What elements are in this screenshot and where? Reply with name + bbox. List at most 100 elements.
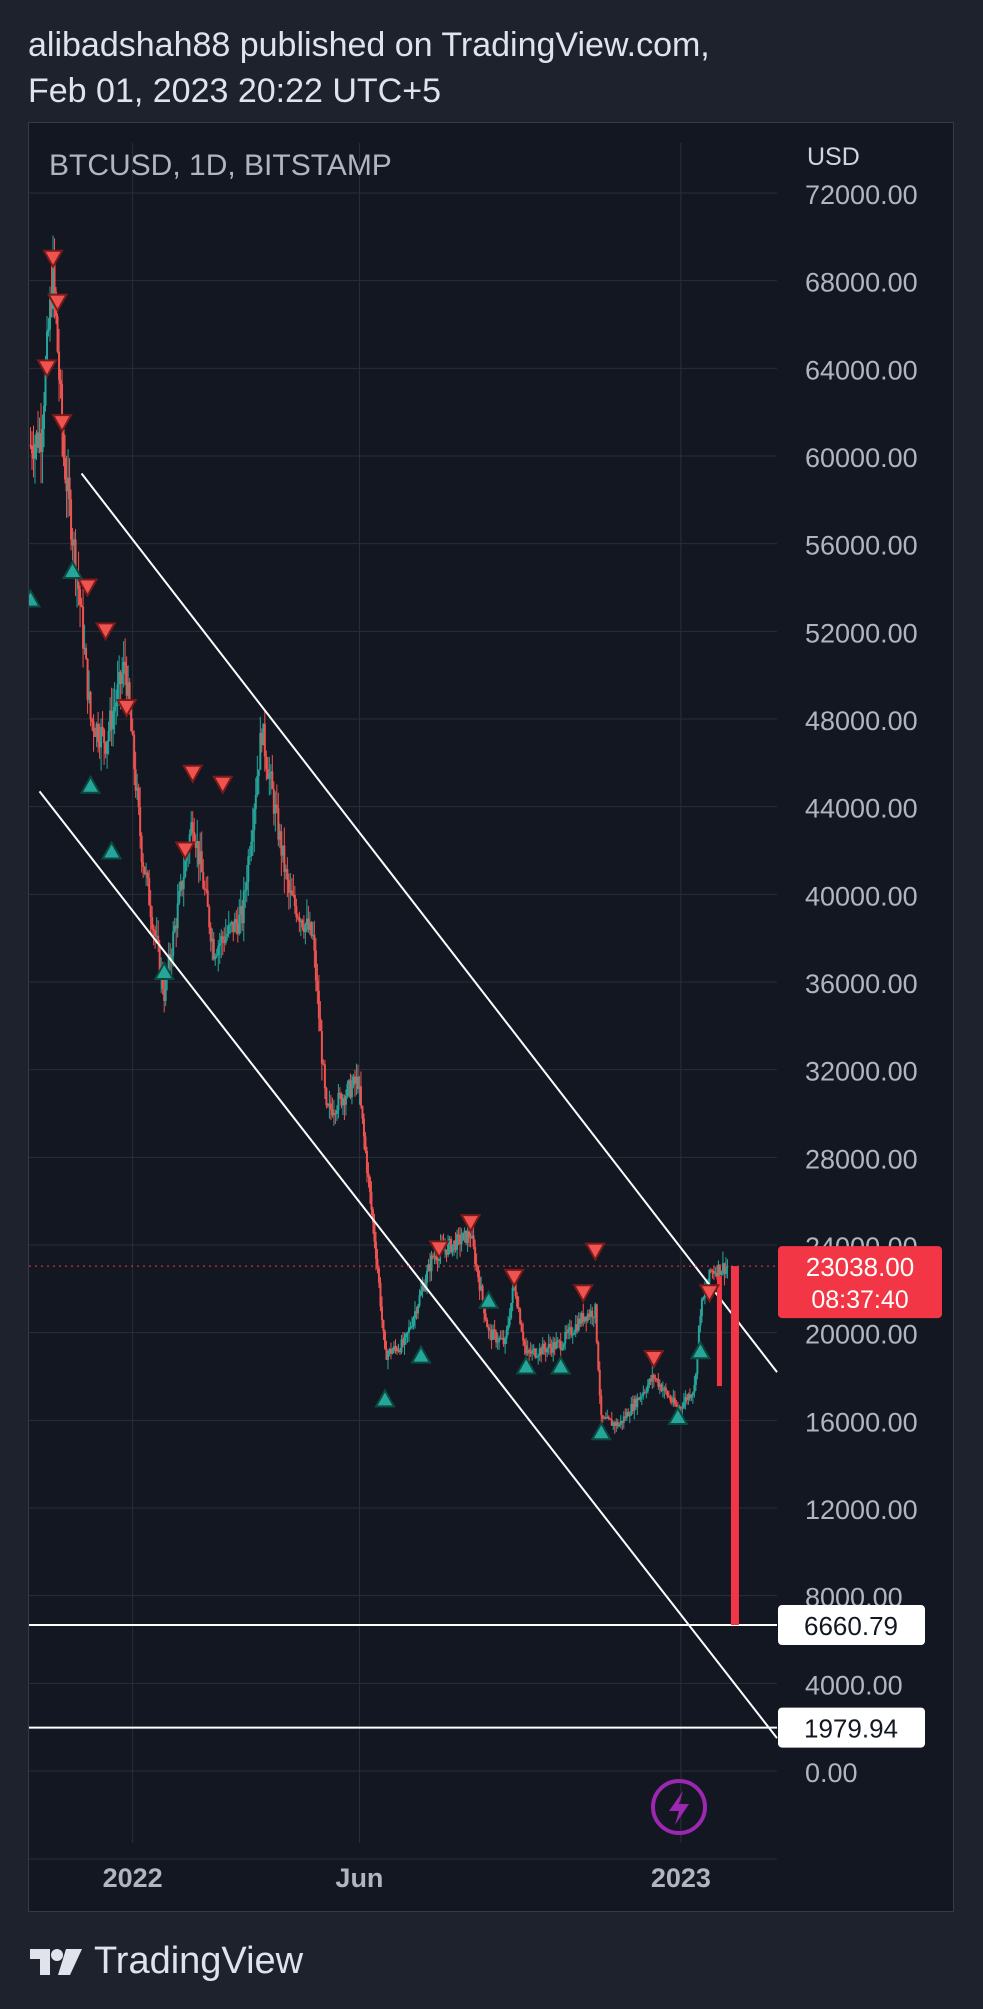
candle-body — [687, 1394, 690, 1400]
y-tick-label: 32000.00 — [805, 1057, 918, 1087]
candle-body — [340, 1094, 343, 1106]
candle-body — [352, 1076, 355, 1086]
candle-body — [691, 1392, 694, 1396]
candle-body — [397, 1350, 400, 1352]
candle-body — [151, 917, 154, 930]
last-price-label: 23038.00 — [806, 1252, 914, 1282]
candle-body — [694, 1374, 697, 1386]
candle-body — [447, 1242, 450, 1255]
candle-body — [167, 954, 170, 973]
candle-body — [365, 1150, 368, 1174]
candle-body — [708, 1269, 711, 1284]
candle-body — [92, 721, 95, 732]
candle-body — [531, 1350, 534, 1354]
y-tick-label: 60000.00 — [805, 443, 918, 473]
buy-signal-marker — [477, 1289, 500, 1309]
sell-signal-marker — [572, 1284, 594, 1304]
candle-body — [193, 831, 196, 842]
price-chart[interactable]: 72000.00 68000.00 64000.00 60000.00 56000.00… — [29, 123, 955, 1913]
candle-body — [720, 1271, 723, 1276]
candle-body — [205, 889, 208, 891]
candle-body — [499, 1337, 502, 1339]
candle-body — [62, 429, 65, 458]
candle-body — [380, 1306, 383, 1320]
candle-body — [115, 702, 118, 707]
candle-body — [337, 1092, 340, 1111]
candle-body — [586, 1313, 589, 1321]
candle-body — [127, 682, 130, 696]
candle-body — [622, 1416, 625, 1424]
candle-body — [657, 1379, 660, 1387]
candle-body — [493, 1329, 496, 1333]
y-tick-label: 16000.00 — [805, 1407, 918, 1437]
candle-body — [556, 1340, 559, 1342]
candle-body — [322, 1063, 325, 1065]
sell-signal-marker — [46, 293, 69, 313]
candle-body — [53, 252, 56, 292]
candle-body — [516, 1295, 519, 1308]
candle-body — [235, 919, 238, 924]
candle-body — [238, 914, 241, 934]
candle-body — [106, 741, 109, 754]
candle-body — [574, 1324, 577, 1333]
candle-body — [478, 1277, 481, 1291]
candle-body — [415, 1311, 418, 1314]
candle-body — [140, 835, 143, 862]
candle-body — [711, 1270, 714, 1272]
candle-body — [133, 734, 136, 770]
buy-signal-marker — [410, 1344, 432, 1364]
candle-body — [230, 921, 233, 925]
y-tick-label: 48000.00 — [805, 706, 918, 736]
candle-body — [286, 869, 289, 880]
candle-body — [80, 605, 83, 607]
candle-body — [490, 1329, 493, 1340]
candle-body — [469, 1237, 472, 1239]
candle-body — [583, 1316, 586, 1322]
candle-body — [295, 906, 298, 918]
candle-body — [693, 1385, 696, 1393]
candle-body — [412, 1317, 415, 1326]
candle-body — [465, 1230, 468, 1244]
candle-body — [175, 925, 178, 929]
candle-body — [229, 924, 232, 926]
candle-body — [450, 1239, 453, 1253]
candle-body — [403, 1337, 406, 1345]
candle-body — [637, 1397, 640, 1400]
candle-body — [417, 1305, 420, 1314]
candle-body — [362, 1118, 365, 1137]
candle-body — [634, 1399, 637, 1408]
candle-body — [582, 1313, 585, 1322]
candle-body — [463, 1230, 466, 1233]
sell-signal-marker — [698, 1284, 721, 1304]
candle-body — [296, 917, 299, 919]
candle-body — [154, 930, 157, 937]
candle-body — [568, 1327, 571, 1330]
channel-trendline — [38, 790, 778, 1739]
candle-body — [169, 954, 172, 961]
candle-body — [612, 1422, 615, 1426]
sell-signal-marker — [459, 1214, 482, 1234]
buy-signal-marker — [590, 1421, 612, 1441]
candle-body — [280, 831, 283, 856]
candle-body — [356, 1076, 359, 1089]
candle-body — [244, 889, 247, 892]
candle-body — [41, 428, 44, 453]
candle-body — [101, 726, 104, 730]
candle-body — [672, 1397, 675, 1403]
candle-body — [723, 1263, 726, 1274]
candle-body — [299, 920, 302, 923]
sell-signal-marker — [503, 1268, 525, 1288]
buy-signal-marker — [550, 1355, 572, 1375]
candle-body — [239, 906, 242, 915]
candle-body — [382, 1319, 385, 1332]
projection-bar — [730, 1266, 739, 1626]
candle-body — [466, 1231, 469, 1244]
candle-body — [301, 920, 304, 928]
candle-body — [496, 1341, 499, 1343]
last-price-badge — [778, 1246, 942, 1319]
candle-body — [475, 1264, 478, 1267]
candle-body — [104, 743, 107, 754]
candle-body — [268, 773, 271, 779]
candle-body — [699, 1316, 702, 1326]
chart-panel[interactable]: 72000.00 68000.00 64000.00 60000.00 56000.00… — [28, 122, 954, 1912]
